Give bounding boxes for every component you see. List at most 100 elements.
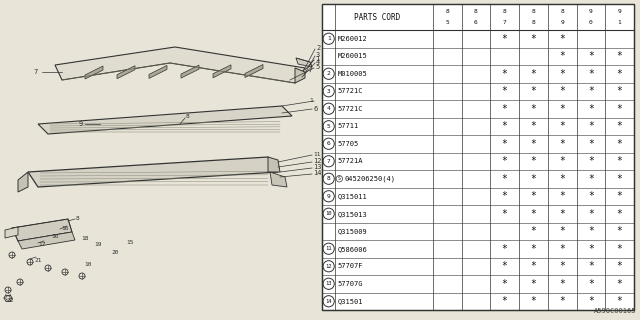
Text: 9: 9 xyxy=(79,121,83,127)
Text: 10: 10 xyxy=(84,261,92,267)
Text: *: * xyxy=(559,191,565,201)
Text: 045206250(4): 045206250(4) xyxy=(344,175,396,182)
Text: *: * xyxy=(502,34,508,44)
Text: *: * xyxy=(531,261,536,271)
Text: 11: 11 xyxy=(313,151,321,156)
Text: 5: 5 xyxy=(327,124,330,129)
Text: *: * xyxy=(617,279,623,289)
Text: *: * xyxy=(559,279,565,289)
Text: 11: 11 xyxy=(325,246,332,251)
Text: *: * xyxy=(617,209,623,219)
Text: *: * xyxy=(531,174,536,184)
Text: *: * xyxy=(588,244,594,254)
Text: 57721A: 57721A xyxy=(337,158,363,164)
Polygon shape xyxy=(181,65,199,78)
Text: *: * xyxy=(531,86,536,96)
Text: 13: 13 xyxy=(313,164,321,170)
Text: *: * xyxy=(531,296,536,306)
Text: *: * xyxy=(588,51,594,61)
Text: Q586006: Q586006 xyxy=(337,246,367,252)
Text: *: * xyxy=(559,104,565,114)
Text: 1: 1 xyxy=(309,99,313,103)
Text: *: * xyxy=(617,104,623,114)
Polygon shape xyxy=(85,66,103,79)
Text: M260015: M260015 xyxy=(337,53,367,59)
Text: Q315013: Q315013 xyxy=(337,211,367,217)
Text: 57707F: 57707F xyxy=(337,263,363,269)
Text: *: * xyxy=(588,121,594,131)
Text: *: * xyxy=(588,86,594,96)
Text: PARTS CORD: PARTS CORD xyxy=(355,12,401,21)
Text: *: * xyxy=(502,104,508,114)
Text: *: * xyxy=(531,121,536,131)
Text: *: * xyxy=(588,69,594,79)
Polygon shape xyxy=(149,65,167,78)
Text: 9: 9 xyxy=(327,194,330,199)
Text: *: * xyxy=(531,226,536,236)
Text: 57705: 57705 xyxy=(337,141,358,147)
Polygon shape xyxy=(296,58,312,67)
Polygon shape xyxy=(18,232,75,249)
Text: A590C00165: A590C00165 xyxy=(593,308,636,314)
Text: *: * xyxy=(617,139,623,149)
Text: 22: 22 xyxy=(6,298,13,302)
Text: *: * xyxy=(559,86,565,96)
Text: *: * xyxy=(559,121,565,131)
Polygon shape xyxy=(55,47,305,83)
Text: 10: 10 xyxy=(325,211,332,216)
Text: *: * xyxy=(588,139,594,149)
Text: *: * xyxy=(559,244,565,254)
Text: *: * xyxy=(502,139,508,149)
Text: *: * xyxy=(502,279,508,289)
Text: 3: 3 xyxy=(327,89,330,94)
Text: *: * xyxy=(502,209,508,219)
Text: *: * xyxy=(502,86,508,96)
Text: Q315011: Q315011 xyxy=(337,193,367,199)
Bar xyxy=(322,4,634,310)
Text: *: * xyxy=(531,279,536,289)
Text: Q315009: Q315009 xyxy=(337,228,367,234)
Text: *: * xyxy=(531,191,536,201)
Text: *: * xyxy=(559,69,565,79)
Text: 8: 8 xyxy=(445,9,449,14)
Text: *: * xyxy=(531,244,536,254)
Text: *: * xyxy=(531,34,536,44)
Text: *: * xyxy=(588,174,594,184)
Text: *: * xyxy=(531,69,536,79)
Text: *: * xyxy=(617,121,623,131)
Bar xyxy=(322,4,634,310)
Text: 8: 8 xyxy=(474,9,478,14)
Text: 12: 12 xyxy=(313,158,321,164)
Polygon shape xyxy=(268,157,280,172)
Text: *: * xyxy=(502,296,508,306)
Text: *: * xyxy=(502,174,508,184)
Polygon shape xyxy=(213,65,231,78)
Text: 13: 13 xyxy=(325,281,332,286)
Text: 20: 20 xyxy=(111,250,119,254)
Text: *: * xyxy=(559,226,565,236)
Text: 57711: 57711 xyxy=(337,123,358,129)
Text: 12: 12 xyxy=(325,264,332,269)
Text: *: * xyxy=(559,209,565,219)
Text: 6: 6 xyxy=(327,141,330,146)
Text: *: * xyxy=(559,261,565,271)
Text: *: * xyxy=(559,51,565,61)
Text: 6: 6 xyxy=(474,20,478,25)
Text: *: * xyxy=(588,156,594,166)
Text: M010005: M010005 xyxy=(337,71,367,77)
Text: S: S xyxy=(338,176,340,181)
Text: *: * xyxy=(588,209,594,219)
Text: 9: 9 xyxy=(618,9,621,14)
Text: 57721C: 57721C xyxy=(337,88,363,94)
Text: 4: 4 xyxy=(316,59,320,65)
Text: 9: 9 xyxy=(560,20,564,25)
Text: 0: 0 xyxy=(589,20,593,25)
Text: 5: 5 xyxy=(315,64,319,70)
Polygon shape xyxy=(28,157,278,187)
Text: *: * xyxy=(559,174,565,184)
Text: M260012: M260012 xyxy=(337,36,367,42)
Text: 8: 8 xyxy=(532,9,535,14)
Text: 16: 16 xyxy=(61,227,68,231)
Text: *: * xyxy=(502,69,508,79)
Text: *: * xyxy=(531,104,536,114)
